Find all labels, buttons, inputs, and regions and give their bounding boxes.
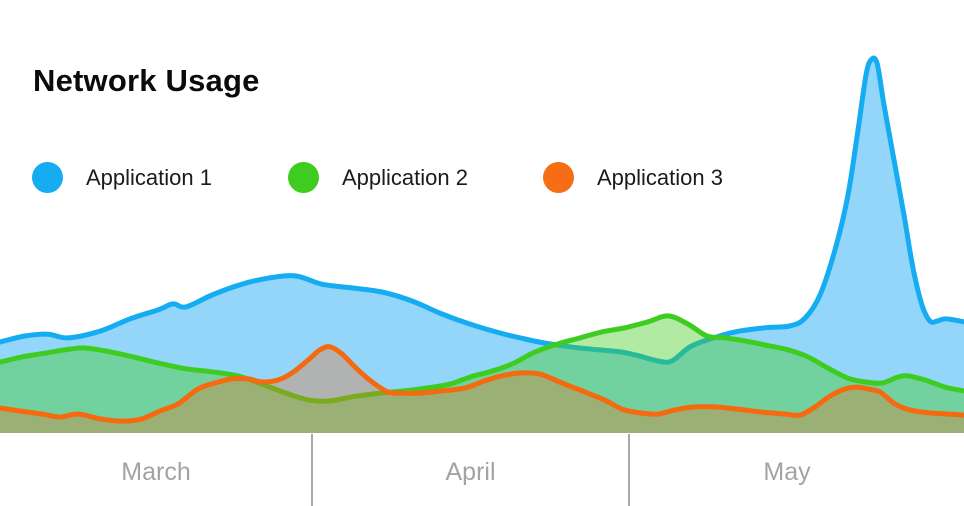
legend-label: Application 3 <box>597 164 723 190</box>
application-3-area <box>0 346 964 433</box>
axis-label-may: May <box>763 458 811 486</box>
application-2-line <box>0 313 964 404</box>
legend-item-application-3[interactable]: Application 3 <box>543 162 723 193</box>
axis-label-march: March <box>121 458 191 486</box>
application-1-line <box>0 55 964 365</box>
legend-item-application-2[interactable]: Application 2 <box>288 162 468 193</box>
chart-title: Network Usage <box>33 63 260 98</box>
axis-separator-icon <box>628 434 630 506</box>
legend-label: Application 2 <box>342 164 468 190</box>
axis-separator-icon <box>311 434 313 506</box>
application-3-line <box>0 344 964 424</box>
axis-label-april: April <box>445 458 496 486</box>
application-3-legend-dot-icon <box>543 162 574 193</box>
application-1-legend-dot-icon <box>32 162 63 193</box>
legend-label: Application 1 <box>86 164 212 190</box>
application-2-legend-dot-icon <box>288 162 319 193</box>
legend-item-application-1[interactable]: Application 1 <box>32 162 212 193</box>
